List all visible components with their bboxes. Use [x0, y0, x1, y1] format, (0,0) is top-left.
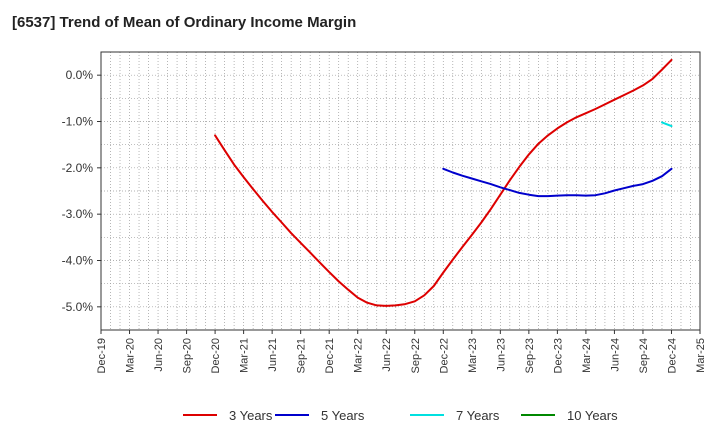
legend-item-3-years: 3 Years [183, 404, 272, 426]
legend-swatch [521, 414, 555, 416]
chart-title: [6537] Trend of Mean of Ordinary Income … [12, 14, 357, 31]
series-line-7-years [661, 121, 673, 128]
x-tick-label: Mar-21 [239, 338, 251, 373]
x-tick-label: Dec-24 [666, 338, 678, 373]
x-tick-label: Dec-23 [552, 338, 564, 373]
legend-label: 10 Years [567, 407, 618, 423]
x-tick-label: Mar-25 [695, 338, 707, 373]
series-line-3-years [214, 58, 673, 307]
x-tick-label: Dec-22 [438, 338, 450, 373]
x-tick-label: Dec-19 [96, 338, 108, 373]
x-tick-label: Dec-21 [324, 338, 336, 373]
legend-item-10-years: 10 Years [521, 404, 618, 426]
x-tick-label: Sep-20 [182, 338, 194, 373]
y-tick-label: -3.0% [62, 207, 94, 221]
legend-swatch [410, 414, 444, 416]
legend-item-5-years: 5 Years [275, 404, 364, 426]
x-tick-label: Mar-20 [125, 338, 137, 373]
x-tick-label: Sep-24 [638, 338, 650, 373]
legend-label: 5 Years [321, 407, 365, 423]
x-tick-label: Jun-24 [609, 338, 621, 372]
x-tick-label: Sep-21 [296, 338, 308, 373]
y-tick-label: -4.0% [62, 254, 94, 268]
chart-legend: 3 Years 5 Years 7 Years 10 Years [0, 404, 720, 426]
legend-label: 3 Years [229, 407, 273, 423]
y-tick-label: -1.0% [62, 115, 94, 129]
legend-swatch [275, 414, 309, 416]
x-tick-label: Jun-21 [267, 338, 279, 372]
plot-border [100, 51, 701, 331]
legend-item-7-years: 7 Years [410, 404, 499, 426]
legend-swatch [183, 414, 217, 416]
x-tick-label: Sep-22 [410, 338, 422, 373]
x-tick-label: Jun-23 [495, 338, 507, 372]
legend-label: 7 Years [456, 407, 500, 423]
series-line-5-years [442, 167, 673, 198]
x-tick-label: Dec-20 [210, 338, 222, 373]
x-tick-label: Mar-24 [581, 338, 593, 373]
y-tick-label: 0.0% [66, 68, 94, 82]
y-tick-label: -5.0% [62, 300, 94, 314]
x-tick-label: Mar-23 [467, 338, 479, 373]
x-tick-label: Jun-22 [381, 338, 393, 372]
x-tick-label: Sep-23 [524, 338, 536, 373]
x-tick-label: Mar-22 [353, 338, 365, 373]
x-tick-label: Jun-20 [153, 338, 165, 372]
y-tick-label: -2.0% [62, 161, 94, 175]
